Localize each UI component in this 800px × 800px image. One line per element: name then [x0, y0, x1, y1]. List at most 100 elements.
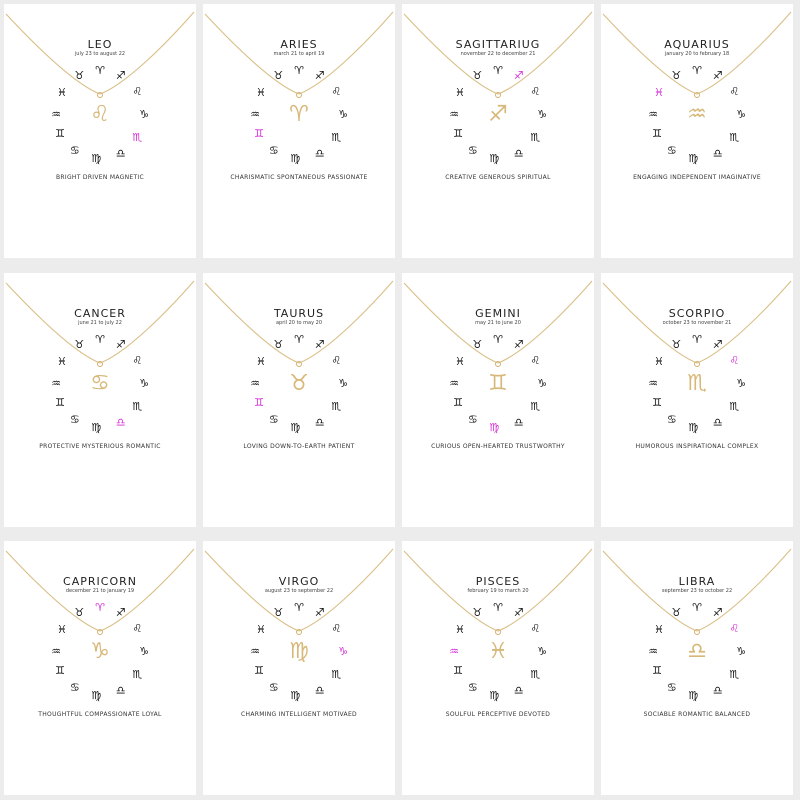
ring-symbol-icon: ♍: [489, 151, 500, 165]
zodiac-title: PISCES: [475, 575, 521, 588]
zodiac-card-libra[interactable]: LIBRA september 23 to october 22 ♉ ♈ ♐ ♌ ♑ ♏ ♎ ♍ ♋…: [601, 541, 793, 795]
ring-symbol-icon: ♈: [493, 64, 503, 77]
ring-symbol-icon: ♓: [56, 86, 67, 99]
ring-symbol-icon: ♒: [648, 108, 658, 121]
ring-symbol-icon: ♏: [331, 668, 342, 682]
ring-symbol-icon: ♓: [56, 623, 67, 636]
ring-symbol-icon: ♐: [314, 606, 325, 620]
zodiac-card-taurus[interactable]: TAURUS april 20 to may 20 ♉ ♈ ♐ ♌ ♑ ♏ ♎ ♍ ♋ ♊ ♒ ♓ ♉ LOV…: [203, 273, 395, 527]
zodiac-symbol-ring: ♉ ♈ ♐ ♌ ♑ ♏ ♎ ♍ ♋ ♊ ♒ ♓: [4, 541, 196, 795]
zodiac-symbol-ring: ♉ ♈ ♐ ♌ ♑ ♏ ♎ ♍ ♋ ♊ ♒ ♓: [601, 4, 793, 258]
zodiac-card-capricorn[interactable]: CAPRICORN december 21 to january 19 ♉ ♈ ♐ ♌ ♑ ♏…: [4, 541, 196, 795]
ring-symbol-icon: ♏: [530, 131, 541, 145]
ring-symbol-icon: ♏: [729, 668, 740, 682]
ring-symbol-icon: ♌: [729, 353, 740, 367]
ring-symbol-icon: ♓: [454, 355, 465, 368]
zodiac-card-aquarius[interactable]: AQUARIUS january 20 to february 18 ♉ ♈ ♐ ♌ ♑ ♏ ♎…: [601, 4, 793, 258]
ring-symbol-icon: ♍: [91, 151, 102, 165]
ring-symbol-icon: ♋: [467, 681, 478, 695]
zodiac-card-cancer[interactable]: CANCER june 21 to july 22 ♉ ♈ ♐ ♌ ♑ ♏ ♎ ♍ ♋ ♊ ♒ ♓ ♋ PRO…: [4, 273, 196, 527]
zodiac-dates: june 21 to july 22: [78, 320, 122, 326]
zodiac-title: SAGITTARIUG: [455, 38, 541, 51]
ring-symbol-icon: ♏: [331, 131, 342, 145]
pendant-symbol-icon: ♊: [488, 371, 508, 396]
ring-symbol-icon: ♏: [331, 400, 342, 414]
ring-symbol-icon: ♑: [537, 377, 547, 390]
zodiac-symbol-ring: ♉ ♈ ♐ ♌ ♑ ♏ ♎ ♍ ♋ ♊ ♒ ♓: [4, 4, 196, 258]
pendant-symbol-icon: ♓: [488, 639, 508, 664]
ring-symbol-icon: ♒: [449, 645, 459, 658]
ring-symbol-icon: ♊: [254, 663, 265, 677]
zodiac-title: CANCER: [74, 307, 126, 320]
ring-symbol-icon: ♉: [74, 606, 85, 620]
ring-symbol-icon: ♎: [115, 415, 126, 429]
zodiac-dates: september 23 to october 22: [661, 588, 733, 594]
ring-symbol-icon: ♈: [294, 64, 304, 77]
zodiac-card-pisces[interactable]: PISCES february 19 to march 20 ♉ ♈ ♐ ♌ ♑ ♏ ♎ ♍ ♋ ♊ ♒…: [402, 541, 594, 795]
ring-symbol-icon: ♋: [666, 144, 677, 158]
zodiac-title: LIBRA: [678, 575, 716, 588]
pendant-bail: [97, 361, 103, 367]
ring-symbol-icon: ♉: [472, 338, 483, 352]
zodiac-card-virgo[interactable]: VIRGO august 23 to september 22 ♉ ♈ ♐ ♌ ♑ ♏ ♎ ♍ ♋ ♊…: [203, 541, 395, 795]
zodiac-traits: ENGAGING INDEPENDENT IMAGINATIVE: [633, 174, 761, 181]
ring-symbol-icon: ♒: [51, 377, 61, 390]
ring-symbol-icon: ♓: [255, 86, 266, 99]
ring-symbol-icon: ♎: [314, 146, 325, 160]
ring-symbol-icon: ♐: [712, 606, 723, 620]
pendant-symbol-icon: ♌: [90, 102, 110, 127]
ring-symbol-icon: ♉: [273, 606, 284, 620]
ring-symbol-icon: ♋: [268, 413, 279, 427]
zodiac-traits: HUMOROUS INSPIRATIONAL COMPLEX: [635, 443, 759, 450]
zodiac-traits: LOVING DOWN-TO-EARTH PATIENT: [243, 443, 355, 450]
pendant-symbol-icon: ♐: [488, 102, 508, 127]
zodiac-card-leo[interactable]: LEO july 23 to august 22 ♉ ♈ ♐ ♌ ♑ ♏ ♎ ♍ ♋ ♊ ♒ ♓ ♌ BRIG…: [4, 4, 196, 258]
ring-symbol-icon: ♓: [255, 623, 266, 636]
ring-symbol-icon: ♎: [314, 683, 325, 697]
ring-symbol-icon: ♐: [314, 69, 325, 83]
ring-symbol-icon: ♐: [513, 606, 524, 620]
ring-symbol-icon: ♍: [290, 151, 301, 165]
ring-symbol-icon: ♊: [652, 126, 663, 140]
zodiac-card-scorpio[interactable]: SCORPIO october 23 to november 21 ♉ ♈ ♐ ♌ ♑ ♏ ♎ ♍…: [601, 273, 793, 527]
zodiac-symbol-ring: ♉ ♈ ♐ ♌ ♑ ♏ ♎ ♍ ♋ ♊ ♒ ♓: [402, 541, 594, 795]
zodiac-dates: may 21 to june 20: [475, 320, 521, 326]
ring-symbol-icon: ♌: [132, 84, 143, 98]
ring-symbol-icon: ♒: [648, 645, 658, 658]
ring-symbol-icon: ♒: [449, 108, 459, 121]
ring-symbol-icon: ♋: [69, 144, 80, 158]
zodiac-dates: august 23 to september 22: [264, 588, 334, 594]
zodiac-traits: CHARMING INTELLIGENT MOTIVAED: [241, 711, 357, 718]
ring-symbol-icon: ♎: [115, 683, 126, 697]
ring-symbol-icon: ♋: [268, 144, 279, 158]
ring-symbol-icon: ♐: [513, 338, 524, 352]
ring-symbol-icon: ♑: [338, 108, 348, 121]
ring-symbol-icon: ♓: [255, 355, 266, 368]
ring-symbol-icon: ♍: [489, 420, 500, 434]
ring-symbol-icon: ♌: [132, 353, 143, 367]
ring-symbol-icon: ♊: [453, 663, 464, 677]
ring-symbol-icon: ♌: [132, 621, 143, 635]
ring-symbol-icon: ♒: [449, 377, 459, 390]
ring-symbol-icon: ♑: [139, 108, 149, 121]
zodiac-card-gemini[interactable]: GEMINI may 21 to june 20 ♉ ♈ ♐ ♌ ♑ ♏ ♎ ♍ ♋ ♊ ♒ ♓ ♊ CURI…: [402, 273, 594, 527]
ring-symbol-icon: ♍: [688, 420, 699, 434]
zodiac-dates: march 21 to april 19: [273, 51, 325, 57]
zodiac-card-aries[interactable]: ARIES march 21 to april 19 ♉ ♈ ♐ ♌ ♑ ♏ ♎ ♍ ♋ ♊ ♒ ♓ ♈ CH…: [203, 4, 395, 258]
ring-symbol-icon: ♍: [91, 688, 102, 702]
pendant-symbol-icon: ♋: [90, 371, 110, 396]
ring-symbol-icon: ♊: [453, 395, 464, 409]
pendant-symbol-icon: ♈: [289, 102, 309, 127]
ring-symbol-icon: ♌: [729, 621, 740, 635]
zodiac-traits: CREATIVE GENEROUS SPIRITUAL: [445, 174, 551, 181]
pendant-bail: [296, 361, 302, 367]
zodiac-symbol-ring: ♉ ♈ ♐ ♌ ♑ ♏ ♎ ♍ ♋ ♊ ♒ ♓: [203, 273, 395, 527]
ring-symbol-icon: ♓: [653, 623, 664, 636]
ring-symbol-icon: ♌: [331, 84, 342, 98]
ring-symbol-icon: ♐: [115, 69, 126, 83]
zodiac-title: LEO: [87, 38, 113, 51]
zodiac-card-sagittariug[interactable]: SAGITTARIUG november 22 to december 21 ♉ ♈ ♐…: [402, 4, 594, 258]
ring-symbol-icon: ♒: [250, 108, 260, 121]
zodiac-symbol-ring: ♉ ♈ ♐ ♌ ♑ ♏ ♎ ♍ ♋ ♊ ♒ ♓: [203, 4, 395, 258]
